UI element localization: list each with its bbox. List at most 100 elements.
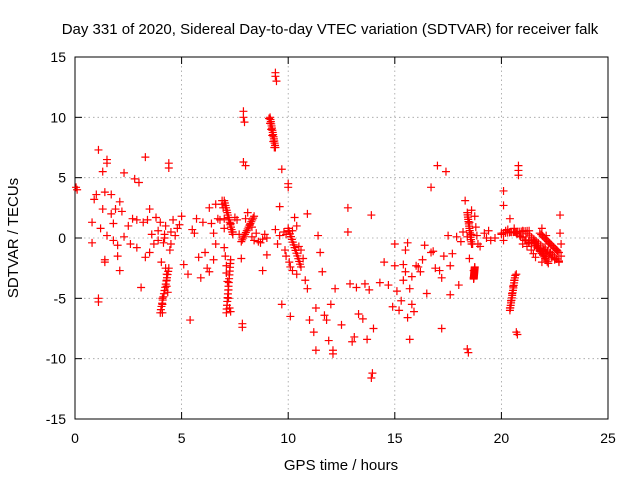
data-point: [303, 209, 312, 218]
data-point: [554, 248, 563, 257]
data-point: [499, 186, 508, 195]
data-point: [262, 250, 271, 259]
data-point: [96, 224, 105, 233]
data-point: [292, 221, 301, 230]
data-point: [209, 229, 218, 238]
data-point: [175, 220, 184, 229]
data-point: [102, 231, 111, 240]
data-point: [258, 266, 267, 275]
data-point: [245, 221, 254, 230]
x-tick-label: 25: [600, 430, 616, 446]
data-point: [215, 215, 224, 224]
data-point: [205, 203, 214, 212]
data-point: [454, 281, 463, 290]
data-point: [303, 284, 312, 293]
data-point: [407, 272, 416, 281]
data-point: [194, 253, 203, 262]
data-point: [544, 259, 553, 268]
data-point: [94, 145, 103, 154]
data-point: [88, 218, 97, 227]
data-point: [252, 229, 261, 238]
data-point: [360, 279, 369, 288]
data-point: [73, 185, 82, 194]
data-point: [164, 264, 173, 273]
data-point: [164, 164, 173, 173]
data-point: [166, 240, 175, 249]
data-point: [405, 284, 414, 293]
data-point: [511, 271, 520, 280]
data-point: [395, 306, 404, 315]
data-point: [301, 276, 310, 285]
data-point: [392, 287, 401, 296]
data-point: [139, 218, 148, 227]
data-point: [159, 238, 168, 247]
data-point: [220, 214, 229, 223]
data-point: [220, 224, 229, 233]
data-point: [311, 346, 320, 355]
data-point: [459, 227, 468, 236]
data-point: [409, 307, 418, 316]
data-point: [233, 215, 242, 224]
data-point: [343, 227, 352, 236]
data-point: [161, 221, 170, 230]
data-point: [380, 258, 389, 267]
x-tick-label: 0: [71, 430, 79, 446]
data-point: [262, 234, 271, 242]
data-point: [352, 283, 361, 292]
grid-lines: [75, 57, 608, 419]
data-point: [154, 236, 163, 245]
data-point: [226, 255, 235, 264]
data-point: [160, 230, 169, 239]
data-point: [128, 214, 137, 223]
data-point: [286, 262, 295, 271]
y-tick-label: -10: [46, 351, 66, 367]
data-point: [237, 237, 246, 246]
data-point: [292, 270, 301, 279]
data-point: [107, 190, 116, 199]
data-point: [286, 312, 295, 321]
data-point: [348, 337, 357, 346]
data-point: [437, 273, 446, 282]
data-point: [484, 226, 493, 235]
data-point: [211, 240, 220, 249]
data-point: [482, 234, 491, 242]
data-point: [179, 260, 188, 269]
data-point: [358, 314, 367, 323]
data-point: [470, 262, 479, 271]
data-point: [467, 206, 476, 215]
y-tick-label: -5: [54, 290, 67, 306]
data-point: [427, 183, 436, 192]
data-point: [337, 320, 346, 329]
y-tick-label: -15: [46, 411, 66, 427]
data-point: [461, 196, 470, 205]
data-point: [271, 143, 280, 152]
data-point: [467, 240, 476, 249]
x-tick-label: 10: [280, 430, 296, 446]
data-point: [98, 167, 107, 176]
data-point: [282, 252, 291, 261]
data-point: [240, 230, 249, 239]
data-point: [476, 242, 485, 251]
data-point: [343, 203, 352, 212]
data-point: [316, 248, 325, 257]
x-tick-label: 20: [494, 430, 510, 446]
data-point: [113, 252, 122, 261]
data-point: [420, 241, 429, 250]
data-point: [250, 236, 259, 245]
data-point: [505, 214, 514, 223]
data-point: [113, 241, 122, 250]
data-point: [134, 178, 143, 187]
data-point: [390, 240, 399, 249]
y-tick-label: 5: [58, 170, 66, 186]
data-point: [238, 235, 247, 244]
data-point: [177, 212, 186, 221]
data-point: [403, 238, 412, 247]
data-point: [247, 232, 256, 241]
data-point: [471, 223, 480, 232]
data-point: [446, 261, 455, 270]
data-point: [543, 257, 552, 266]
data-point: [244, 223, 253, 232]
data-point: [512, 270, 521, 279]
data-point: [431, 264, 440, 273]
